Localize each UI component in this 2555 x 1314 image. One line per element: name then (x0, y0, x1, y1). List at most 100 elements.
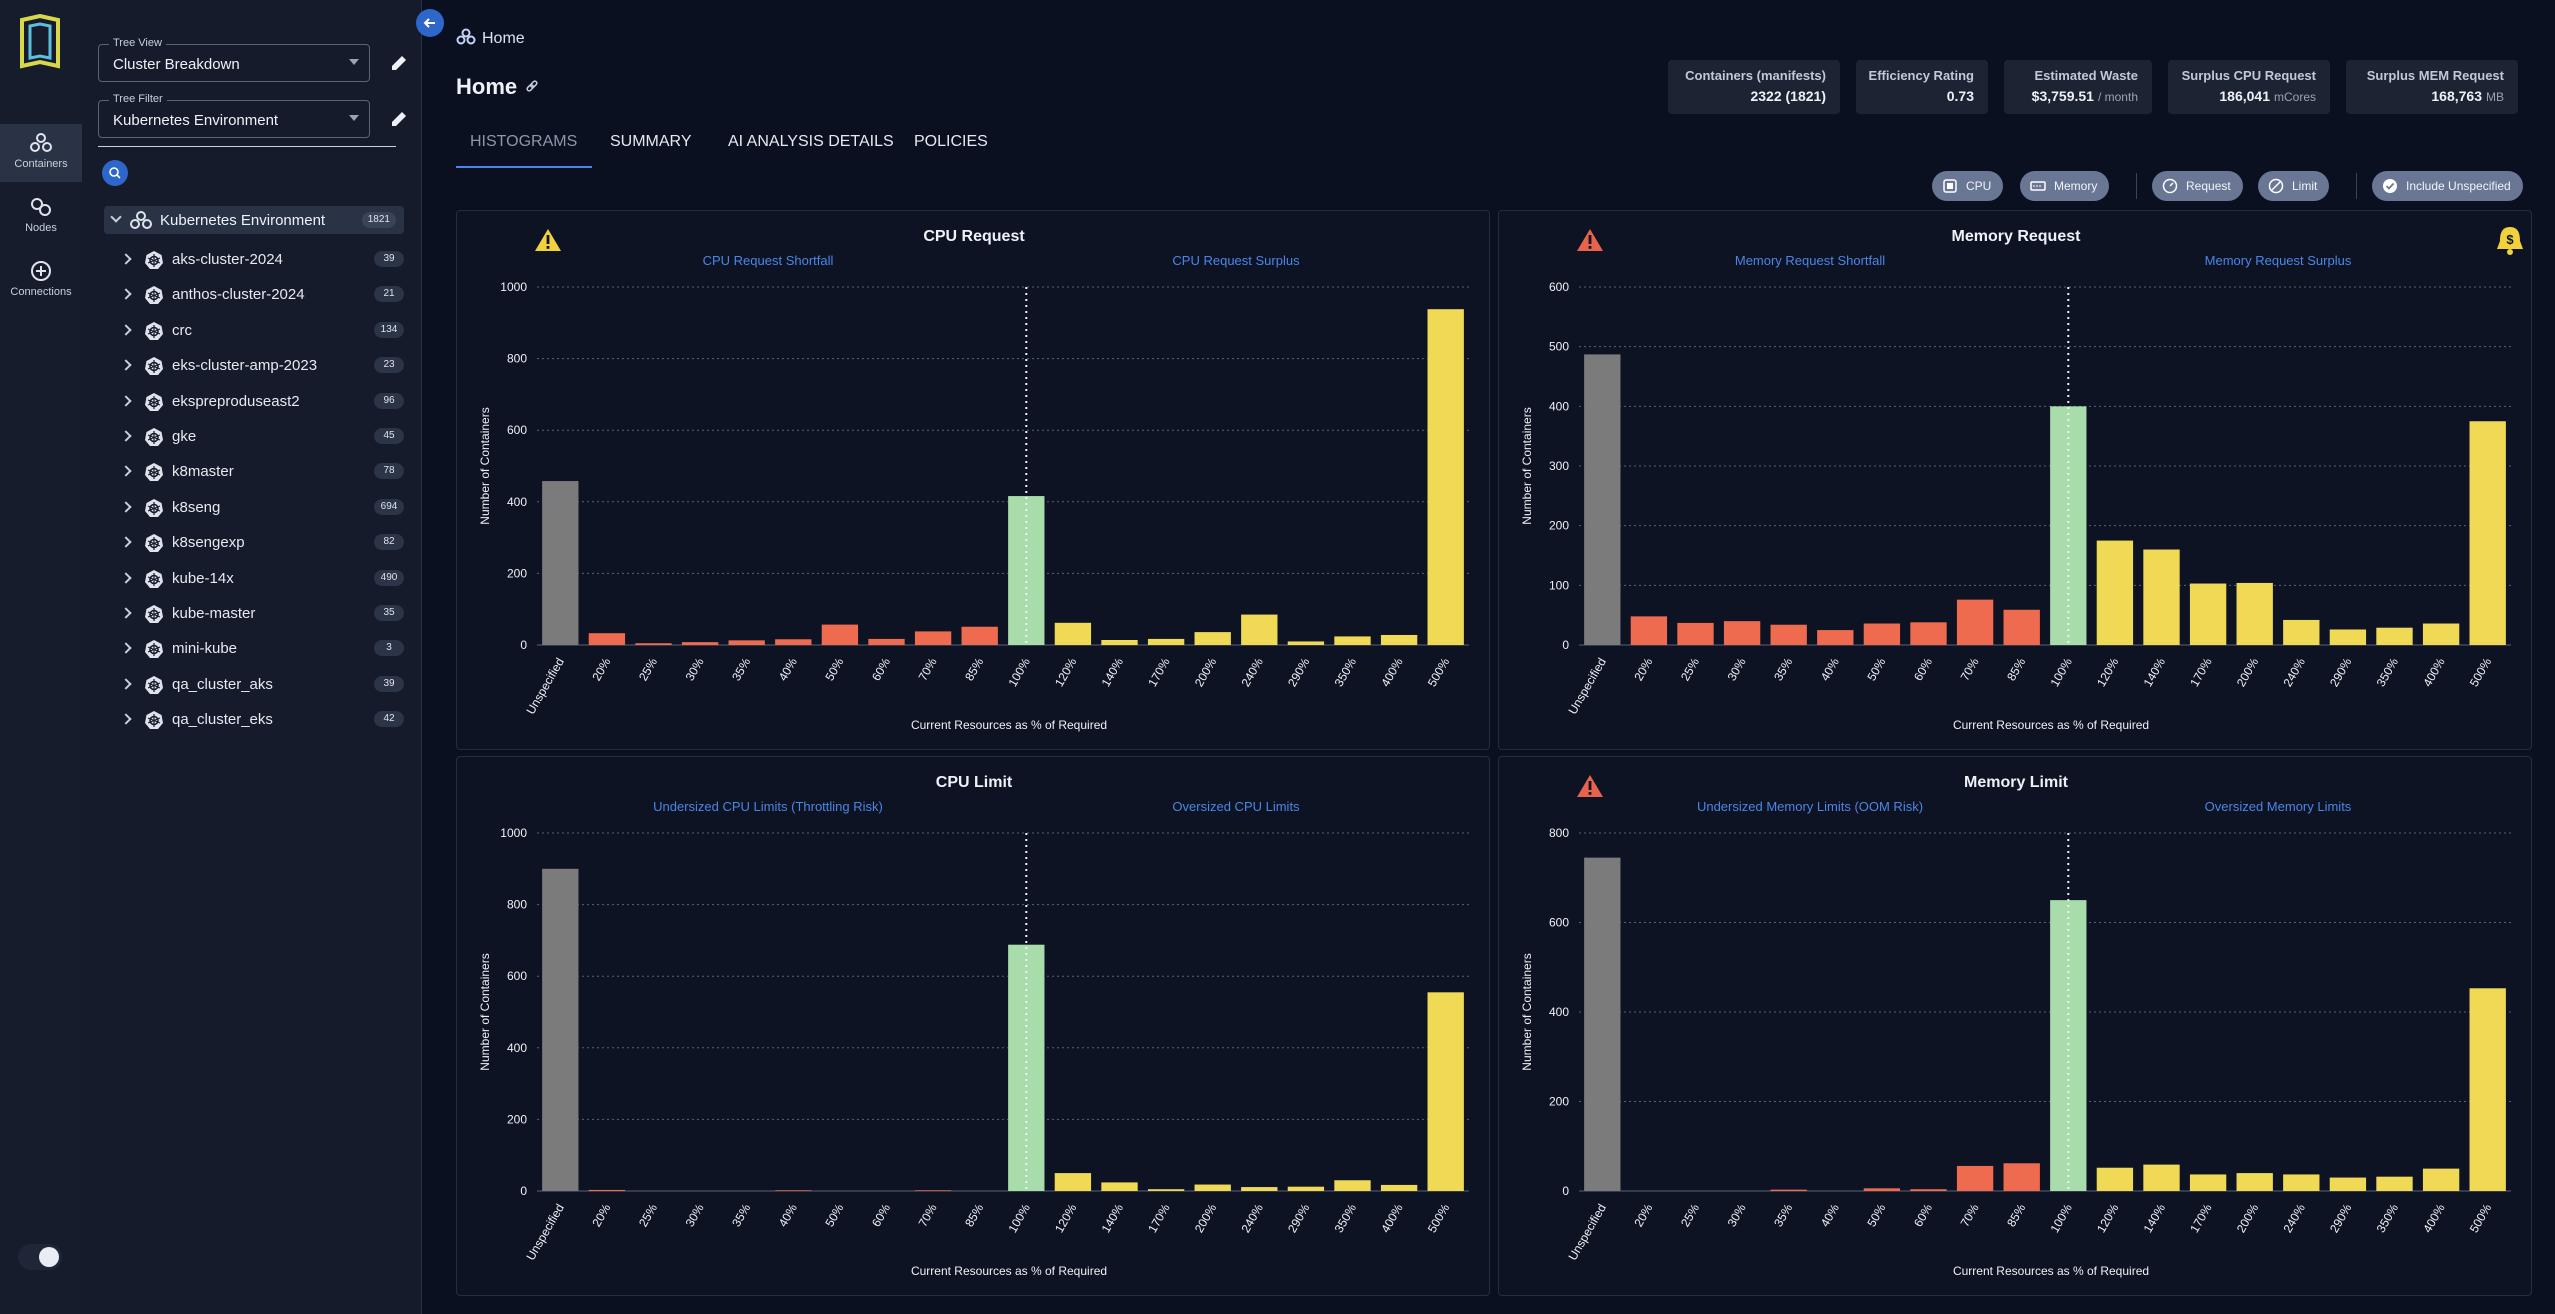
histogram-bar[interactable] (1054, 1173, 1092, 1191)
tree-item-cluster[interactable]: ekspreproduseast2 96 (104, 386, 404, 416)
nav-connections[interactable]: Connections (0, 252, 82, 310)
chevron-right-icon[interactable] (120, 571, 132, 584)
histogram-bar[interactable] (2376, 627, 2413, 645)
app-logo-icon[interactable] (18, 14, 62, 70)
chevron-right-icon[interactable] (120, 465, 132, 478)
histogram-bar[interactable] (1194, 1184, 1231, 1191)
collapse-panel-button[interactable] (416, 9, 444, 37)
chevron-right-icon[interactable] (120, 678, 132, 690)
histogram-bar[interactable] (1147, 638, 1185, 645)
histogram-bar[interactable] (2422, 1168, 2460, 1191)
histogram-bar[interactable] (2376, 1176, 2413, 1191)
chevron-right-icon[interactable] (120, 430, 132, 442)
tree-item-cluster[interactable]: aks-cluster-2024 39 (104, 244, 404, 274)
chevron-right-icon[interactable] (120, 324, 132, 336)
include-unspecified-toggle[interactable]: Include Unspecified (2372, 171, 2523, 201)
histogram-bar[interactable] (1287, 1186, 1325, 1191)
chevron-right-icon[interactable] (120, 607, 132, 619)
tree-view-select[interactable]: Tree View Cluster Breakdown (98, 37, 370, 82)
histogram-bar[interactable] (2469, 988, 2506, 1191)
histogram-bar[interactable] (1770, 1189, 1807, 1191)
theme-toggle[interactable] (18, 1244, 62, 1270)
dollar-bell-icon[interactable]: $ (2497, 227, 2523, 255)
histogram-bar[interactable] (1584, 857, 1621, 1191)
chevron-right-icon[interactable] (120, 713, 132, 725)
histogram-bar[interactable] (961, 626, 998, 645)
histogram-bar[interactable] (2003, 609, 2040, 645)
filter-limit-button[interactable]: Limit (2258, 171, 2330, 201)
tree-item-cluster[interactable]: k8master 78 (104, 456, 404, 486)
histogram-bar[interactable] (2143, 549, 2180, 645)
histogram-bar[interactable] (914, 1190, 952, 1191)
tree-item-cluster[interactable]: k8sengexp 82 (104, 527, 404, 557)
histogram-bar[interactable] (1817, 630, 1854, 645)
tree-item-cluster[interactable]: kube-14x 490 (104, 563, 404, 593)
histogram-bar[interactable] (542, 481, 579, 645)
chevron-right-icon[interactable] (120, 253, 132, 265)
histogram-bar[interactable] (2283, 619, 2320, 645)
histogram-bar[interactable] (821, 624, 859, 645)
histogram-bar[interactable] (681, 642, 719, 645)
histogram-bar[interactable] (1910, 1189, 1947, 1191)
histogram-bar[interactable] (1287, 641, 1325, 645)
histogram-bar[interactable] (2283, 1174, 2320, 1191)
histogram-bar[interactable] (1194, 632, 1231, 645)
chevron-right-icon[interactable] (120, 359, 132, 371)
filter-request-button[interactable]: Request (2152, 171, 2243, 201)
tab-ai-analysis[interactable]: AI ANALYSIS DETAILS (728, 133, 894, 150)
tree-item-cluster[interactable]: qa_cluster_aks 39 (104, 669, 404, 699)
histogram-bar[interactable] (1241, 1187, 1278, 1191)
histogram-bar[interactable] (635, 643, 672, 645)
histogram-bar[interactable] (1770, 624, 1807, 645)
histogram-bar[interactable] (588, 1189, 626, 1191)
histogram-bar[interactable] (2189, 1174, 2227, 1191)
histogram-bar[interactable] (2329, 1177, 2367, 1191)
nav-containers[interactable]: Containers (0, 124, 82, 182)
histogram-bar[interactable] (775, 1190, 812, 1191)
tree-item-cluster[interactable]: kube-master 35 (104, 598, 404, 628)
histogram-bar[interactable] (1863, 623, 1901, 645)
histogram-bar[interactable] (2096, 540, 2134, 645)
chevron-right-icon[interactable] (120, 394, 132, 407)
histogram-bar[interactable] (1427, 992, 1464, 1191)
tree-item-cluster[interactable]: qa_cluster_eks 42 (104, 704, 404, 734)
histogram-bar[interactable] (542, 868, 579, 1191)
histogram-bar[interactable] (1380, 634, 1418, 645)
histogram-bar[interactable] (1054, 622, 1092, 645)
histogram-bar[interactable] (2096, 1167, 2134, 1191)
chevron-right-icon[interactable] (120, 536, 132, 548)
chevron-right-icon[interactable] (120, 288, 132, 301)
histogram-bar[interactable] (1427, 309, 1464, 645)
tree-item-cluster[interactable]: crc 134 (104, 315, 404, 345)
histogram-bar[interactable] (1101, 1182, 1138, 1191)
histogram-bar[interactable] (2003, 1163, 2040, 1191)
edit-tree-view-icon[interactable] (388, 52, 410, 74)
tree-item-cluster[interactable]: mini-kube 3 (104, 633, 404, 663)
tree-item-cluster[interactable]: eks-cluster-amp-2023 23 (104, 350, 404, 380)
histogram-bar[interactable] (1723, 621, 1761, 645)
tree-item-cluster[interactable]: k8seng 694 (104, 492, 404, 522)
link-icon[interactable] (524, 78, 540, 94)
histogram-bar[interactable] (2329, 629, 2367, 645)
histogram-bar[interactable] (2050, 406, 2087, 645)
histogram-bar[interactable] (1334, 636, 1371, 645)
histogram-bar[interactable] (2143, 1164, 2180, 1191)
histogram-bar[interactable] (1630, 616, 1668, 645)
histogram-bar[interactable] (1380, 1184, 1418, 1191)
histogram-bar[interactable] (588, 633, 626, 645)
chevron-down-icon[interactable] (110, 211, 122, 223)
edit-tree-filter-icon[interactable] (388, 108, 410, 130)
chevron-right-icon[interactable] (120, 642, 132, 655)
breadcrumb-home[interactable]: Home (482, 30, 525, 47)
tree-item-cluster[interactable]: gke 45 (104, 421, 404, 451)
chevron-right-icon[interactable] (120, 501, 132, 513)
tab-histograms[interactable]: HISTOGRAMS (456, 130, 592, 168)
histogram-bar[interactable] (1863, 1188, 1901, 1191)
histogram-bar[interactable] (1101, 639, 1138, 645)
tree-root-item[interactable]: Kubernetes Environment 1821 (104, 206, 404, 234)
tab-policies[interactable]: POLICIES (914, 133, 988, 150)
histogram-bar[interactable] (1910, 622, 1947, 645)
histogram-bar[interactable] (1956, 599, 1994, 645)
histogram-bar[interactable] (1584, 354, 1621, 645)
histogram-bar[interactable] (1677, 622, 1714, 645)
